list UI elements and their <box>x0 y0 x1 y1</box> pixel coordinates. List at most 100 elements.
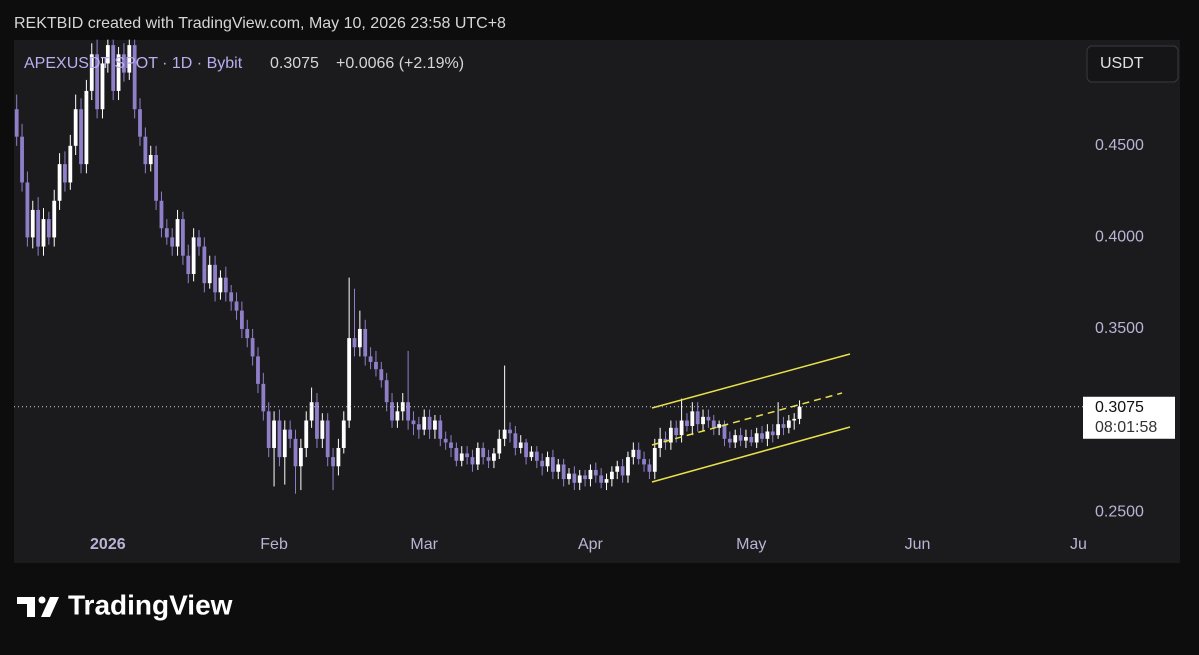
candle-body <box>465 453 470 458</box>
candle-body <box>534 451 539 461</box>
candle-body <box>320 420 325 439</box>
candle-body <box>674 427 679 436</box>
candle-body <box>738 435 743 441</box>
candle-body <box>486 457 491 461</box>
candle-body <box>250 338 255 357</box>
currency: USDT <box>1100 55 1144 72</box>
candle-body <box>25 182 30 238</box>
candle-body <box>309 402 314 421</box>
candle-body <box>652 447 657 472</box>
candle-body <box>567 473 571 480</box>
candle-body <box>234 301 239 311</box>
candle-body <box>116 54 121 91</box>
candle-body <box>390 402 394 421</box>
candle-body <box>132 45 137 110</box>
candle-body <box>470 457 475 465</box>
candle-body <box>550 457 555 472</box>
candle-body <box>79 109 83 165</box>
candle-body <box>679 420 684 436</box>
candle-body <box>492 453 496 461</box>
candle-body <box>148 154 153 165</box>
candle-body <box>41 219 46 247</box>
candle-body <box>30 209 35 238</box>
candle-body <box>776 424 781 436</box>
symbol: APEXUSDT SPOT · 1D · Bybit <box>24 55 243 72</box>
candle-body <box>631 449 636 458</box>
candle-body <box>459 453 464 461</box>
candle-body <box>374 361 378 370</box>
candle-body <box>207 264 212 284</box>
candle-body <box>170 237 175 247</box>
candle-body <box>690 411 695 426</box>
x-tick-label: Jun <box>905 536 931 553</box>
candle-body <box>245 328 250 339</box>
candle-body <box>89 54 94 91</box>
candle-body <box>706 416 711 421</box>
candle-body <box>744 436 748 441</box>
candle-body <box>540 460 545 467</box>
channel-mid <box>651 392 843 446</box>
candle-body <box>765 431 770 439</box>
candle-body <box>122 54 126 73</box>
candle-body <box>497 438 502 454</box>
candle-body <box>701 416 705 425</box>
candle-body <box>341 420 346 448</box>
candle-body <box>513 433 518 448</box>
price-box <box>1083 396 1175 439</box>
candle-body <box>138 109 142 137</box>
candle-body <box>754 433 759 443</box>
candle-body <box>711 420 716 428</box>
candle-body <box>272 420 276 448</box>
candle-body <box>336 447 341 467</box>
candle-body <box>792 418 797 421</box>
candle-body <box>433 420 437 430</box>
candle-body <box>186 255 191 275</box>
price-label: 0.3075 08:01:58 <box>1083 396 1175 439</box>
candle-body <box>363 328 368 357</box>
candle-body <box>229 292 234 302</box>
candle-body <box>256 356 260 384</box>
candle-body <box>593 469 598 476</box>
candle-body <box>529 451 534 458</box>
candle-body <box>722 424 727 439</box>
currency-button[interactable] <box>1086 45 1179 83</box>
candle-body <box>577 475 582 483</box>
y-tick-label: 0.3500 <box>1095 320 1144 337</box>
candle-body <box>760 433 764 439</box>
x-tick-label: Apr <box>578 536 604 553</box>
candle-body <box>68 145 73 183</box>
x-tick-label: Ju <box>1070 536 1087 553</box>
brand-logo: TradingView <box>17 589 233 620</box>
candle-body <box>422 416 427 430</box>
candle-body <box>218 277 223 293</box>
candle-body <box>52 200 57 238</box>
candle-body <box>111 45 116 91</box>
logo-dot <box>38 596 46 604</box>
candle-body <box>357 328 362 348</box>
candle-body <box>352 338 357 348</box>
candle-body <box>443 438 448 443</box>
candle-body <box>143 136 148 165</box>
candle-body <box>797 406 802 419</box>
candle-body <box>416 424 421 430</box>
candle-body <box>749 436 754 443</box>
candle-body <box>770 431 775 436</box>
candle-body <box>20 136 24 183</box>
x-tick-label: Feb <box>260 536 288 553</box>
candle-body <box>545 457 550 467</box>
candle-body <box>427 416 432 430</box>
candle-body <box>615 466 620 472</box>
candle-body <box>315 402 319 439</box>
candle-body <box>668 427 673 443</box>
credit: REKTBID created with TradingView.com, Ma… <box>14 15 506 32</box>
candles <box>14 39 802 494</box>
candle-body <box>583 475 587 480</box>
candle-body <box>46 219 51 238</box>
candle-body <box>556 464 561 472</box>
candle-body <box>475 447 480 465</box>
candle-body <box>395 411 400 421</box>
candle-body <box>481 447 486 458</box>
last-price: 0.3075 <box>1095 399 1144 416</box>
candle-body <box>685 420 689 426</box>
